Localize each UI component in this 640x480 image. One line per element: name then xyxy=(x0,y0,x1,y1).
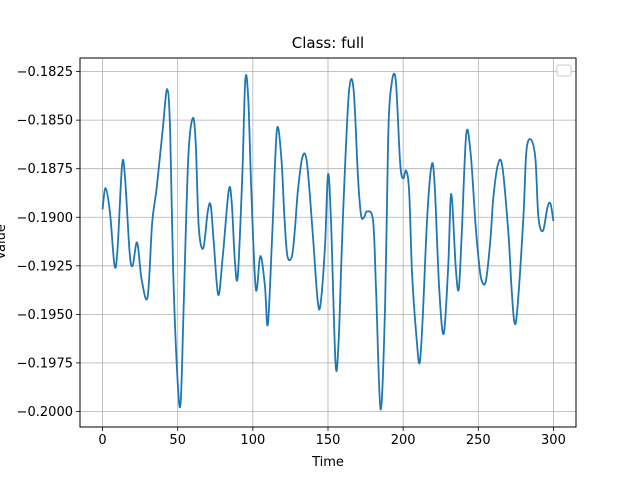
x-tick-label: 50 xyxy=(169,433,186,448)
legend-box xyxy=(556,64,572,77)
x-tick-label: 250 xyxy=(466,433,491,448)
series-line xyxy=(101,72,555,411)
x-tick-label: 200 xyxy=(391,433,416,448)
y-axis-ticks: −0.2000 −0.1975 −0.1950 −0.1925 −0.1900 −0.18… xyxy=(17,65,80,420)
x-tick-label: 100 xyxy=(240,433,265,448)
y-tick-label: −0.1825 xyxy=(17,65,73,80)
y-tick-label: −0.1925 xyxy=(17,259,73,274)
y-tick-label: −0.1950 xyxy=(17,308,73,323)
x-tick-label: 150 xyxy=(316,433,341,448)
y-tick-label: −0.1850 xyxy=(17,114,73,129)
chart-title: Class: full xyxy=(292,34,364,52)
series-layer xyxy=(101,72,555,411)
y-tick-label: −0.1900 xyxy=(17,211,73,226)
y-tick-label: −0.1875 xyxy=(17,162,73,177)
x-tick-label: 300 xyxy=(541,433,566,448)
x-axis-ticks: 0 50 100 150 200 250 300 xyxy=(98,427,566,448)
x-axis-label: Time xyxy=(311,455,344,470)
x-tick-label: 0 xyxy=(98,433,106,448)
y-axis-label: Value xyxy=(0,224,9,260)
y-tick-label: −0.2000 xyxy=(17,405,73,420)
grid xyxy=(80,58,576,427)
y-tick-label: −0.1975 xyxy=(17,356,73,371)
